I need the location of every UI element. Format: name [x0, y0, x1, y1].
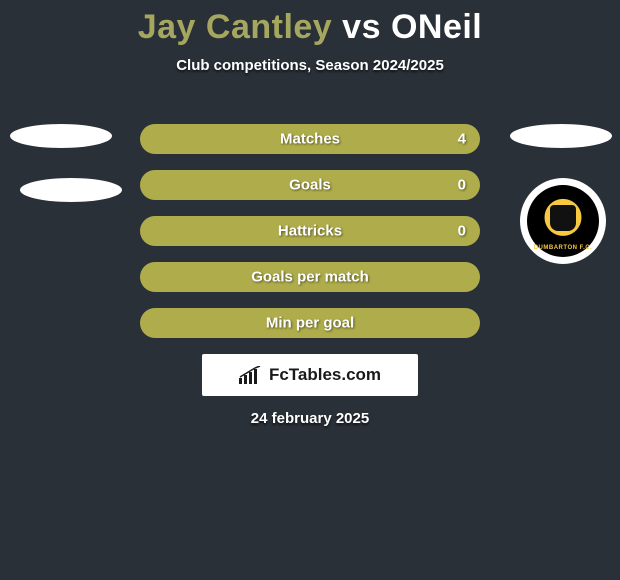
stats-bars: Matches4Goals0Hattricks0Goals per matchM… [140, 124, 480, 354]
brand-bars-icon [239, 366, 263, 384]
stat-value: 0 [458, 177, 466, 194]
comparison-card: Jay Cantley vs ONeil Club competitions, … [0, 0, 620, 580]
player1-name: Jay Cantley [138, 8, 333, 46]
crest-label: DUMBARTON F.C. [527, 245, 599, 251]
player2-avatar-placeholder [510, 124, 612, 148]
stat-label: Goals per match [140, 269, 480, 286]
stat-label: Goals [140, 177, 480, 194]
stat-row: Matches4 [140, 124, 480, 154]
stat-row: Min per goal [140, 308, 480, 338]
stat-label: Min per goal [140, 315, 480, 332]
player1-club-placeholder [20, 178, 122, 202]
crest-icon: DUMBARTON F.C. [527, 185, 599, 257]
stat-row: Goals0 [140, 170, 480, 200]
vs-separator: vs [342, 8, 381, 46]
player1-avatar-placeholder [10, 124, 112, 148]
stat-value: 4 [458, 131, 466, 148]
player2-name: ONeil [391, 8, 482, 46]
page-title: Jay Cantley vs ONeil [0, 8, 620, 47]
stat-label: Matches [140, 131, 480, 148]
stat-row: Hattricks0 [140, 216, 480, 246]
brand-badge: FcTables.com [202, 354, 418, 396]
stat-label: Hattricks [140, 223, 480, 240]
context-subtitle: Club competitions, Season 2024/2025 [0, 57, 620, 74]
stat-row: Goals per match [140, 262, 480, 292]
stat-value: 0 [458, 223, 466, 240]
brand-text: FcTables.com [269, 365, 381, 385]
player2-club-crest: DUMBARTON F.C. [520, 178, 606, 264]
snapshot-date: 24 february 2025 [0, 410, 620, 427]
